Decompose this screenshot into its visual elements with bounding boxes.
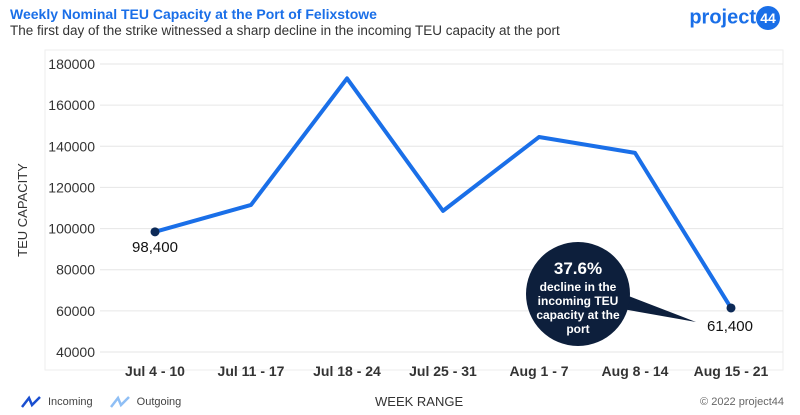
data-point bbox=[150, 227, 160, 237]
x-tick-label: Jul 4 - 10 bbox=[125, 363, 185, 379]
y-tick-label: 140000 bbox=[48, 138, 95, 154]
data-label: 98,400 bbox=[132, 239, 178, 256]
logo-badge: 44 bbox=[756, 6, 780, 30]
y-tick-label: 160000 bbox=[48, 97, 95, 113]
legend-incoming[interactable]: Incoming bbox=[48, 396, 93, 408]
data-label: 61,400 bbox=[707, 318, 753, 335]
chart-title: Weekly Nominal TEU Capacity at the Port … bbox=[10, 6, 377, 22]
x-tick-label: Aug 15 - 21 bbox=[694, 363, 769, 379]
legend: Incoming Outgoing bbox=[20, 395, 181, 409]
data-point bbox=[726, 303, 736, 313]
callout-percent: 37.6% bbox=[554, 259, 602, 278]
x-tick-label: Jul 11 - 17 bbox=[218, 363, 285, 379]
y-axis-title: TEU CAPACITY bbox=[15, 163, 30, 257]
callout-text: capacity at the bbox=[536, 308, 620, 322]
callout-text: incoming TEU bbox=[538, 294, 619, 308]
outgoing-legend-icon bbox=[109, 395, 130, 408]
copyright: © 2022 project44 bbox=[700, 396, 784, 408]
y-tick-label: 80000 bbox=[56, 262, 95, 278]
plot-area bbox=[44, 49, 784, 371]
legend-outgoing[interactable]: Outgoing bbox=[136, 396, 182, 408]
project44-logo: project 44 bbox=[689, 6, 780, 30]
x-tick-label: Jul 18 - 24 bbox=[313, 363, 381, 379]
incoming-legend-icon bbox=[21, 395, 41, 408]
x-tick-label: Jul 25 - 31 bbox=[409, 363, 477, 379]
x-tick-label: Aug 8 - 14 bbox=[602, 363, 669, 379]
x-axis-title: WEEK RANGE bbox=[375, 394, 464, 409]
y-tick-label: 60000 bbox=[56, 303, 95, 319]
callout-text: port bbox=[566, 322, 589, 336]
logo-text: project bbox=[689, 6, 756, 29]
x-tick-label: Aug 1 - 7 bbox=[509, 363, 568, 379]
incoming-series-line bbox=[154, 76, 733, 310]
y-tick-label: 180000 bbox=[48, 56, 95, 72]
callout-bubble bbox=[526, 242, 630, 346]
y-tick-label: 120000 bbox=[48, 179, 95, 195]
chart-subtitle: The first day of the strike witnessed a … bbox=[10, 23, 560, 38]
y-tick-label: 40000 bbox=[56, 344, 95, 360]
y-tick-label: 100000 bbox=[48, 221, 95, 237]
callout-text: decline in the bbox=[540, 280, 617, 294]
